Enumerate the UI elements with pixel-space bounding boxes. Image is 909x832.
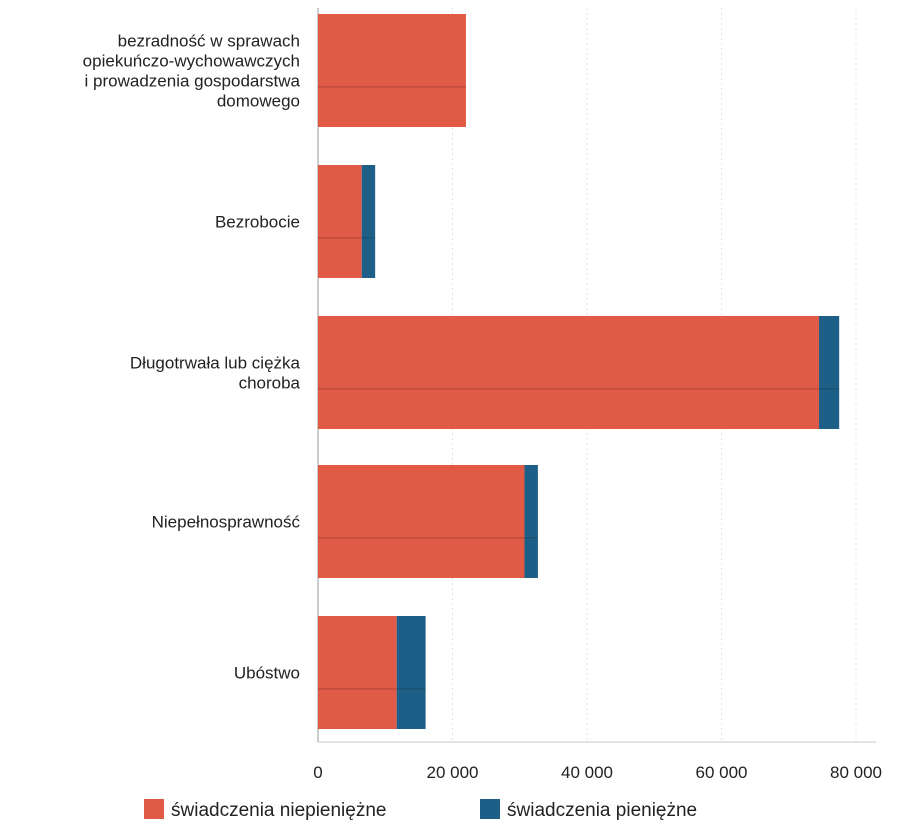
bar-nonmonetary xyxy=(318,465,525,578)
category-label-line: bezradność w sprawach xyxy=(118,32,300,51)
bar-monetary xyxy=(819,316,840,429)
category-label-line: Bezrobocie xyxy=(215,213,300,232)
category-label: Ubóstwo xyxy=(234,664,300,683)
category-label: Bezrobocie xyxy=(215,213,300,232)
bar-nonmonetary xyxy=(318,14,466,127)
legend-label: świadczenia pieniężne xyxy=(507,800,697,821)
bar-monetary xyxy=(361,165,376,278)
category-label-line: Ubóstwo xyxy=(234,664,300,683)
x-tick-label: 60 000 xyxy=(696,763,748,782)
legend-swatch xyxy=(480,799,500,819)
x-tick-label: 80 000 xyxy=(830,763,882,782)
bar-nonmonetary xyxy=(318,316,820,429)
category-label: Niepełnosprawność xyxy=(152,513,301,532)
bar-nonmonetary xyxy=(318,616,397,729)
category-label-line: domowego xyxy=(217,92,300,111)
category-label-line: choroba xyxy=(239,374,301,393)
category-label-line: opiekuńczo-wychowawczych xyxy=(83,52,300,71)
bar-monetary xyxy=(524,465,538,578)
category-label-line: Długotrwała lub ciężka xyxy=(130,354,301,373)
legend-label: świadczenia niepieniężne xyxy=(171,800,386,821)
legend-swatch xyxy=(144,799,164,819)
category-label-line: i prowadzenia gospodarstwa xyxy=(85,72,301,91)
category-label: bezradność w sprawach opiekuńczo-wychowaw… xyxy=(83,32,301,111)
category-label-line: Niepełnosprawność xyxy=(152,513,301,532)
category-label: Długotrwała lub ciężka choroba xyxy=(130,354,301,393)
bar-nonmonetary xyxy=(318,165,362,278)
bar-monetary xyxy=(396,616,426,729)
x-tick-label: 20 000 xyxy=(427,763,479,782)
x-tick-label: 0 xyxy=(313,763,322,782)
x-tick-label: 40 000 xyxy=(561,763,613,782)
